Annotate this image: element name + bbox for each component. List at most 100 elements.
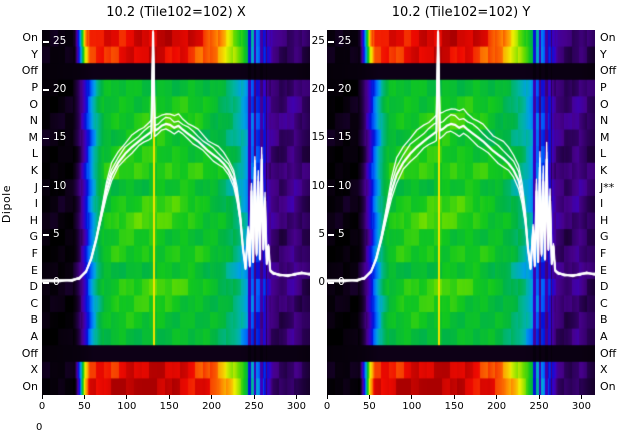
x-tick (538, 395, 540, 399)
row-label-left: J (34, 180, 38, 194)
x-tick-label: 50 (78, 401, 91, 412)
row-label-right: Off (600, 346, 617, 360)
ytick-dash (43, 41, 49, 43)
x-tick (411, 395, 413, 399)
row-label-right: E (600, 263, 607, 277)
row-label-right: F (600, 246, 607, 260)
x-tick-label: 150 (444, 401, 464, 412)
row-label-left: Off (21, 64, 38, 78)
x-tick-label: 100 (402, 401, 422, 412)
x-tick-label: 250 (244, 401, 264, 412)
ytick-dash (328, 137, 334, 140)
x-tick-label: 150 (159, 401, 179, 412)
x-tick (83, 395, 85, 399)
row-label-right: Y (600, 47, 607, 61)
inner-ytick-label: 25 (53, 35, 67, 47)
heatmap-canvas-y (327, 30, 595, 395)
x-tick (580, 395, 582, 399)
row-label-right: X (600, 363, 608, 377)
row-label-right: B (600, 313, 608, 327)
inner-ytick-label: 0 (338, 276, 345, 288)
mid-ytick-label: 25 (311, 35, 325, 47)
row-label-right: H (600, 213, 609, 227)
row-label-left: D (29, 280, 38, 294)
inner-ytick-label: 20 (53, 83, 67, 96)
x-tick (126, 395, 128, 399)
row-label-right: L (600, 147, 607, 161)
row-label-right: O (600, 97, 609, 111)
row-label-left: P (31, 81, 38, 95)
mid-ytick-label: 20 (311, 83, 325, 96)
row-label-right: C (600, 296, 608, 310)
inner-ytick-label: 10 (53, 179, 67, 192)
inner-ytick-label: 15 (338, 131, 352, 144)
row-label-left: E (31, 263, 38, 277)
row-label-left: On (22, 379, 38, 393)
inner-ytick-label: 5 (338, 227, 345, 240)
x-tick-label: 300 (286, 401, 306, 412)
row-label-right: N (600, 114, 609, 128)
panel-y-title: 10.2 (Tile102=102) Y (391, 5, 531, 20)
row-label-right: D (600, 280, 609, 294)
row-label-left: Y (31, 47, 38, 61)
row-label-left: N (29, 114, 38, 128)
x-tick-label: 100 (117, 401, 137, 412)
ytick-dash (328, 282, 334, 284)
panel-x-title: 10.2 (Tile102=102) X (106, 5, 246, 20)
x-tick-label: 200 (202, 401, 222, 412)
row-label-left: O (29, 97, 38, 111)
heatmap-canvas-x (42, 30, 310, 395)
row-label-right: On (600, 379, 616, 393)
row-label-right: On (600, 31, 616, 45)
row-label-right: G (600, 230, 609, 244)
ytick-dash (328, 89, 334, 91)
row-label-right: K (600, 164, 608, 178)
inner-ytick-label: 5 (53, 227, 60, 240)
row-label-left: B (30, 313, 38, 327)
x-tick-label: 200 (487, 401, 507, 412)
row-label-left: On (22, 31, 38, 45)
row-label-left: F (31, 246, 38, 260)
mid-ytick-label: 5 (318, 227, 325, 240)
x-tick-label: 0 (38, 401, 46, 412)
mid-ytick-label: 10 (311, 179, 325, 192)
mid-ytick-label: 15 (311, 131, 325, 144)
x-tick-label: 250 (529, 401, 549, 412)
row-label-left: A (30, 329, 38, 343)
row-label-right: A (600, 329, 608, 343)
row-label-left: L (31, 147, 38, 161)
row-label-left: C (30, 296, 38, 310)
x-tick-label: 0 (323, 401, 331, 412)
corner-zero-label: 0 (36, 422, 43, 433)
inner-ytick-label: 10 (338, 179, 352, 192)
ytick-dash (43, 234, 49, 236)
x-tick (168, 395, 170, 399)
ytick-dash (328, 185, 334, 188)
inner-ytick-label: 0 (53, 276, 60, 288)
row-label-right: P (600, 81, 607, 95)
ytick-dash (328, 234, 334, 236)
ytick-dash (43, 282, 49, 284)
inner-ytick-label: 20 (338, 83, 352, 96)
x-tick-label: 50 (363, 401, 376, 412)
x-tick (368, 395, 370, 399)
row-label-right: I (600, 197, 604, 211)
row-label-left: M (28, 130, 39, 144)
x-tick (41, 395, 43, 399)
row-label-left: G (29, 230, 38, 244)
x-tick (211, 395, 213, 399)
x-tick (453, 395, 455, 399)
row-label-right: Off (600, 64, 617, 78)
ytick-dash (43, 137, 49, 140)
row-label-right: M (600, 130, 610, 144)
ytick-dash (328, 41, 334, 43)
x-tick (496, 395, 498, 399)
inner-ytick-label: 25 (338, 35, 352, 47)
row-label-left: H (29, 213, 38, 227)
row-label-right: J** (600, 180, 615, 194)
row-label-left: X (30, 363, 38, 377)
x-tick (326, 395, 328, 399)
mid-ytick-label: 0 (318, 276, 325, 288)
ytick-dash (43, 185, 49, 188)
